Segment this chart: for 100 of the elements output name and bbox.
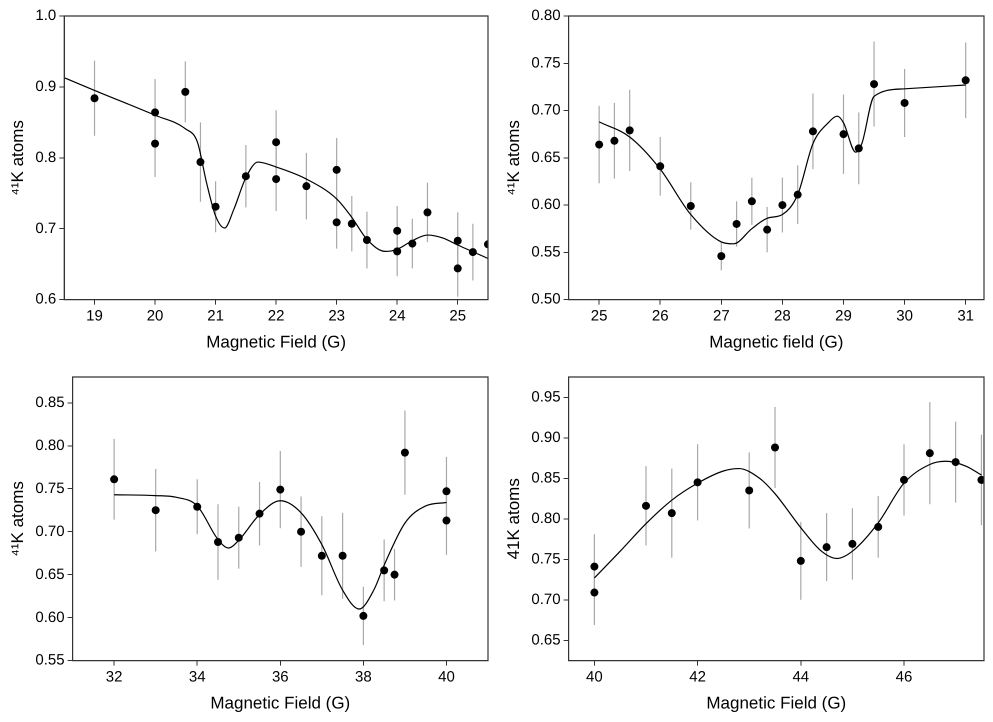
x-tick-label: 30 — [896, 308, 913, 325]
point — [977, 476, 984, 484]
point — [668, 509, 676, 518]
y-tick-label: 0.75 — [531, 54, 561, 72]
point — [926, 449, 934, 458]
point — [962, 76, 970, 84]
x-tick-label: 24 — [388, 308, 406, 325]
x-tick-label: 20 — [146, 308, 164, 325]
point — [332, 166, 341, 174]
point — [110, 475, 118, 484]
x-axis-title: Magnetic field (G) — [709, 332, 844, 352]
point — [276, 486, 284, 494]
point — [442, 516, 450, 525]
y-tick-label: 0.70 — [35, 522, 65, 540]
point — [214, 538, 222, 546]
point — [794, 190, 802, 199]
x-tick-label: 29 — [835, 308, 852, 325]
point — [234, 534, 243, 542]
x-tick-label: 23 — [328, 308, 346, 325]
point — [822, 543, 831, 552]
point — [256, 510, 264, 518]
line-series — [64, 77, 488, 260]
point — [152, 506, 160, 514]
y-tick-label: 0.75 — [531, 550, 561, 568]
point — [423, 208, 432, 216]
line-series — [594, 460, 982, 579]
point — [854, 144, 863, 152]
point — [212, 202, 220, 211]
point — [272, 175, 280, 184]
point — [181, 88, 190, 96]
point — [297, 528, 306, 536]
point — [468, 248, 477, 256]
point — [302, 182, 310, 190]
y-tick-label: 0.55 — [35, 652, 65, 669]
y-tick-label: 0.70 — [531, 102, 561, 119]
y-axis-title: 41K atoms — [504, 478, 523, 560]
point — [272, 138, 280, 146]
point — [900, 476, 908, 484]
point — [380, 566, 388, 574]
x-tick-label: 22 — [268, 308, 284, 325]
point — [90, 94, 99, 102]
y-tick-label: 0.75 — [35, 480, 65, 497]
point — [717, 252, 726, 260]
point — [626, 126, 634, 134]
point — [151, 108, 160, 116]
point — [874, 522, 882, 531]
y-tick-label: 0.90 — [531, 428, 561, 446]
x-tick-label: 27 — [712, 308, 730, 325]
x-axis-title: Magnetic Field (G) — [210, 693, 350, 712]
point — [848, 540, 856, 548]
point — [952, 458, 960, 466]
y-tick-label: 0.80 — [531, 510, 561, 527]
x-tick-label: 40 — [586, 668, 603, 686]
point — [694, 478, 702, 486]
point — [151, 140, 160, 148]
point — [763, 226, 772, 234]
point — [732, 220, 741, 228]
point — [610, 136, 618, 145]
point — [332, 218, 341, 226]
point — [393, 247, 402, 256]
x-tick-label: 28 — [774, 308, 791, 325]
x-axis-title: Magnetic Field (G) — [206, 332, 346, 352]
point — [393, 226, 402, 235]
point — [870, 80, 878, 88]
point — [454, 264, 462, 272]
x-tick-label: 40 — [438, 668, 455, 686]
point — [442, 487, 450, 496]
point — [796, 556, 805, 565]
y-tick-label: 0.85 — [531, 469, 561, 486]
x-tick-label: 25 — [449, 308, 466, 325]
y-tick-label: 0.50 — [531, 290, 561, 308]
x-tick-label: 26 — [652, 308, 669, 325]
x-tick-label: 44 — [792, 668, 810, 686]
y-tick-label: 0.8 — [35, 148, 56, 166]
point — [338, 552, 347, 560]
point — [656, 162, 664, 170]
point — [771, 443, 780, 452]
y-tick-label: 0.95 — [531, 388, 561, 406]
x-tick-label: 46 — [896, 668, 912, 686]
point — [408, 240, 416, 248]
y-tick-label: 0.65 — [35, 566, 65, 583]
x-tick-label: 19 — [86, 308, 103, 325]
y-tick-label: 0.80 — [531, 7, 561, 24]
point — [362, 236, 371, 244]
point — [745, 486, 754, 494]
x-tick-label: 38 — [355, 668, 372, 686]
y-tick-label: 0.65 — [531, 148, 561, 166]
y-tick-label: 0.55 — [531, 243, 561, 260]
y-tick-label: 0.80 — [35, 436, 65, 454]
x-axis-title: Magnetic Field (G) — [706, 693, 846, 712]
y-tick-label: 0.7 — [35, 220, 56, 237]
point — [778, 201, 786, 210]
y-tick-label: 0.60 — [35, 608, 65, 626]
point — [900, 98, 909, 107]
point — [595, 140, 604, 149]
point — [748, 197, 756, 206]
point — [454, 236, 462, 245]
point — [318, 552, 326, 560]
x-tick-label: 42 — [689, 668, 706, 686]
point — [808, 127, 817, 136]
